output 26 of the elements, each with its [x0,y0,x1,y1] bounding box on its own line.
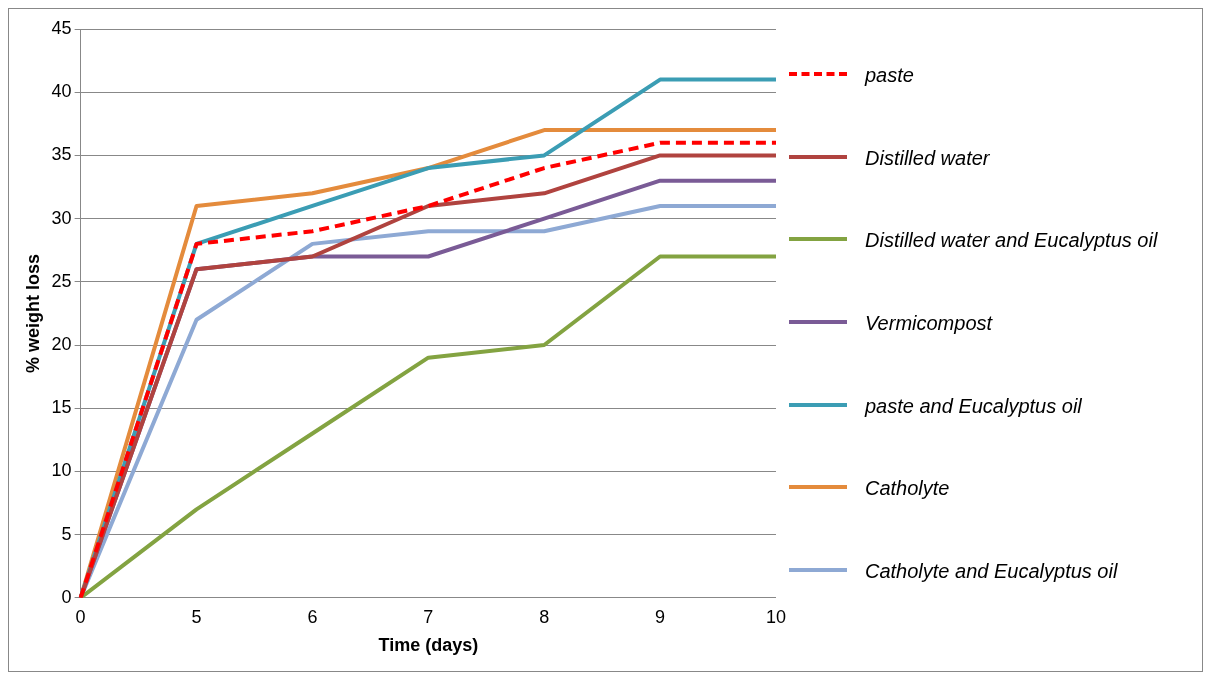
y-tick-label: 0 [61,586,72,607]
y-tick-label: 15 [51,397,72,418]
x-tick-label: 10 [765,606,786,627]
x-tick-label: 7 [423,606,434,627]
x-tick-label: 8 [539,606,550,627]
y-axis-title: % weight loss [22,253,43,373]
x-tick-label: 0 [75,606,86,627]
x-tick-label: 5 [191,606,202,627]
legend-label: Catholyte and Eucalyptus oil [865,558,1119,584]
y-tick-label: 40 [51,81,72,102]
y-tick-label: 25 [51,270,72,291]
legend-label: Distilled water and Eucalyptus oil [865,228,1159,254]
x-axis-title: Time (days) [378,635,479,656]
y-tick-label: 10 [51,460,72,481]
x-tick-label: 6 [307,606,318,627]
y-tick-label: 20 [51,333,72,354]
y-tick-label: 5 [61,523,72,544]
legend-label: Vermicompost [865,310,994,336]
legend-label: Distilled water [865,145,991,171]
legend-label: paste [865,63,915,88]
y-tick-label: 30 [51,207,72,228]
x-tick-label: 9 [655,606,666,627]
y-tick-label: 45 [51,17,72,38]
legend-label: paste and Eucalyptus oil [865,393,1083,419]
legend-label: Catholyte [865,476,951,502]
y-tick-label: 35 [51,144,72,165]
